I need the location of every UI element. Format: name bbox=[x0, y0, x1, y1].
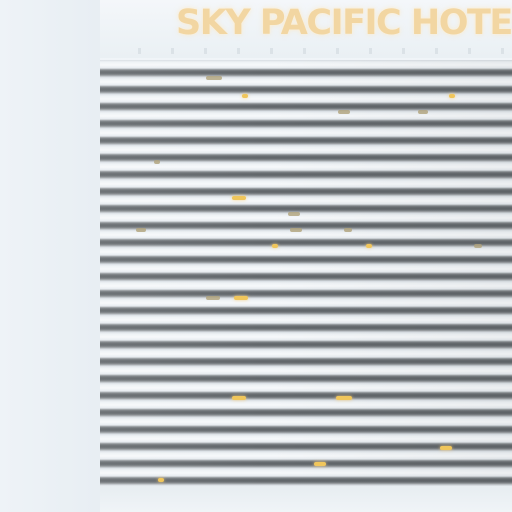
lit-window bbox=[234, 296, 248, 300]
lit-window bbox=[474, 244, 482, 248]
lit-window bbox=[449, 94, 455, 98]
lit-window bbox=[206, 76, 222, 80]
lit-window bbox=[242, 94, 248, 98]
lit-window bbox=[336, 396, 352, 400]
hotel-facade bbox=[100, 60, 512, 488]
lit-window bbox=[206, 296, 220, 300]
hotel-sign: SKY PACIFIC HOTEL bbox=[176, 3, 512, 43]
left-building-wall bbox=[0, 0, 100, 512]
roof-edge bbox=[108, 48, 508, 54]
lit-window bbox=[338, 110, 350, 114]
lit-window bbox=[232, 396, 246, 400]
facade-shading bbox=[100, 60, 512, 488]
lit-window bbox=[440, 446, 452, 450]
lit-window bbox=[272, 244, 278, 248]
lit-window bbox=[154, 160, 160, 164]
lit-window bbox=[136, 228, 146, 232]
lit-window bbox=[344, 228, 352, 232]
lit-window bbox=[290, 228, 302, 232]
lit-window bbox=[314, 462, 326, 466]
lit-window bbox=[366, 244, 372, 248]
lit-window bbox=[418, 110, 428, 114]
lit-window bbox=[288, 212, 300, 216]
lit-window bbox=[158, 478, 164, 482]
ground-haze bbox=[100, 486, 512, 512]
lit-window bbox=[232, 196, 246, 200]
